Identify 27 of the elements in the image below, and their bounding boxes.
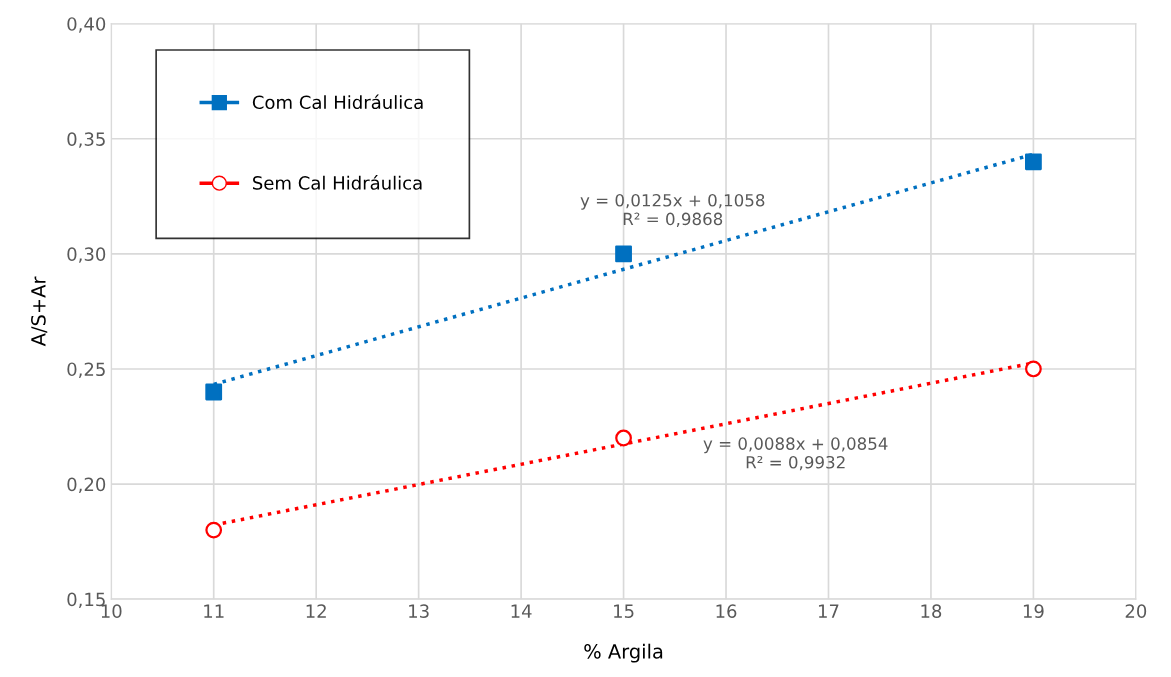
x-axis-title: % Argila bbox=[584, 643, 663, 663]
x-tick-label: 18 bbox=[921, 604, 942, 618]
x-tick-label: 11 bbox=[204, 604, 224, 618]
point bbox=[1025, 360, 1042, 378]
annotation: y = 0,0088x + 0,0854 R² = 0,9932 bbox=[703, 437, 888, 471]
legend-label: Com Cal Hidráulica bbox=[252, 94, 423, 110]
x-tick-label: 12 bbox=[306, 604, 326, 618]
point bbox=[205, 521, 223, 539]
y-tick-label: 0,35 bbox=[67, 132, 105, 148]
x-tick-label: 13 bbox=[409, 604, 429, 618]
x-tick-label: 19 bbox=[1023, 604, 1044, 618]
x-tick-label: 17 bbox=[818, 604, 839, 618]
x-tick-label: 15 bbox=[614, 604, 634, 618]
y-tick-label: 0,40 bbox=[67, 17, 106, 33]
annotation: y = 0,0125x + 0,1058 R² = 0,9868 bbox=[580, 193, 765, 227]
y-tick-label: 0,25 bbox=[67, 362, 105, 378]
x-tick-label: 20 bbox=[1125, 604, 1147, 618]
x-tick-label: 14 bbox=[511, 604, 532, 618]
y-axis-title: A/S+Ar bbox=[31, 276, 48, 347]
y-tick-label: 0,30 bbox=[67, 247, 106, 263]
legend-label: Sem Cal Hidráulica bbox=[253, 175, 422, 190]
point bbox=[615, 245, 632, 263]
y-tick-label: 0,20 bbox=[67, 477, 106, 494]
point bbox=[615, 429, 632, 447]
point bbox=[205, 383, 223, 401]
point bbox=[1025, 153, 1042, 171]
x-tick-label: 16 bbox=[716, 604, 737, 618]
